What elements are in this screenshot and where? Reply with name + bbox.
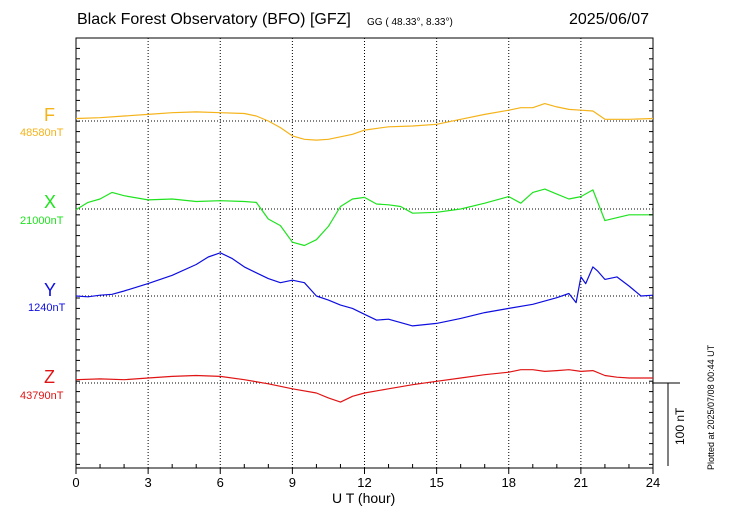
grid-lines — [147, 38, 582, 468]
chart-date: 2025/06/07 — [569, 11, 650, 28]
chart-title: Black Forest Observatory (BFO) [GFZ] — [77, 11, 351, 28]
x-axis-title: U T (hour) — [332, 490, 396, 506]
axis-ticks: 0 3 6 9 12 15 18 21 24 — [72, 37, 660, 490]
x-tick-label: 9 — [289, 475, 296, 490]
x-tick-label: 3 — [145, 475, 152, 490]
series-baseline-y: 1240nT — [28, 302, 66, 314]
x-tick-label: 18 — [502, 475, 516, 490]
x-tick-label: 21 — [574, 475, 588, 490]
scale-bar — [653, 382, 680, 466]
series-line-z — [75, 369, 653, 403]
series-line-f — [75, 103, 654, 141]
series-label-x: X — [44, 192, 57, 212]
baseline-lines — [76, 120, 653, 384]
scale-bar-label: 100 nT — [673, 407, 687, 445]
plotted-timestamp: Plotted at 2025/07/08 00:44 UT — [706, 344, 716, 470]
series-line-x — [75, 188, 653, 247]
x-tick-label: 24 — [646, 475, 660, 490]
x-tick-label: 6 — [217, 475, 224, 490]
station-coordinates: GG ( 48.33°, 8.33°) — [367, 17, 453, 28]
series-baseline-x: 21000nT — [20, 215, 64, 227]
x-tick-label: 15 — [429, 475, 443, 490]
series-label-z: Z — [44, 367, 55, 387]
plot-frame — [75, 37, 654, 469]
series-group — [75, 103, 654, 403]
series-baseline-z: 43790nT — [20, 390, 64, 402]
series-baseline-f: 48580nT — [20, 127, 64, 139]
series-label-f: F — [44, 105, 55, 125]
x-tick-label: 12 — [357, 475, 371, 490]
series-line-y — [75, 252, 654, 327]
series-label-y: Y — [44, 280, 57, 300]
x-tick-label: 0 — [72, 475, 79, 490]
